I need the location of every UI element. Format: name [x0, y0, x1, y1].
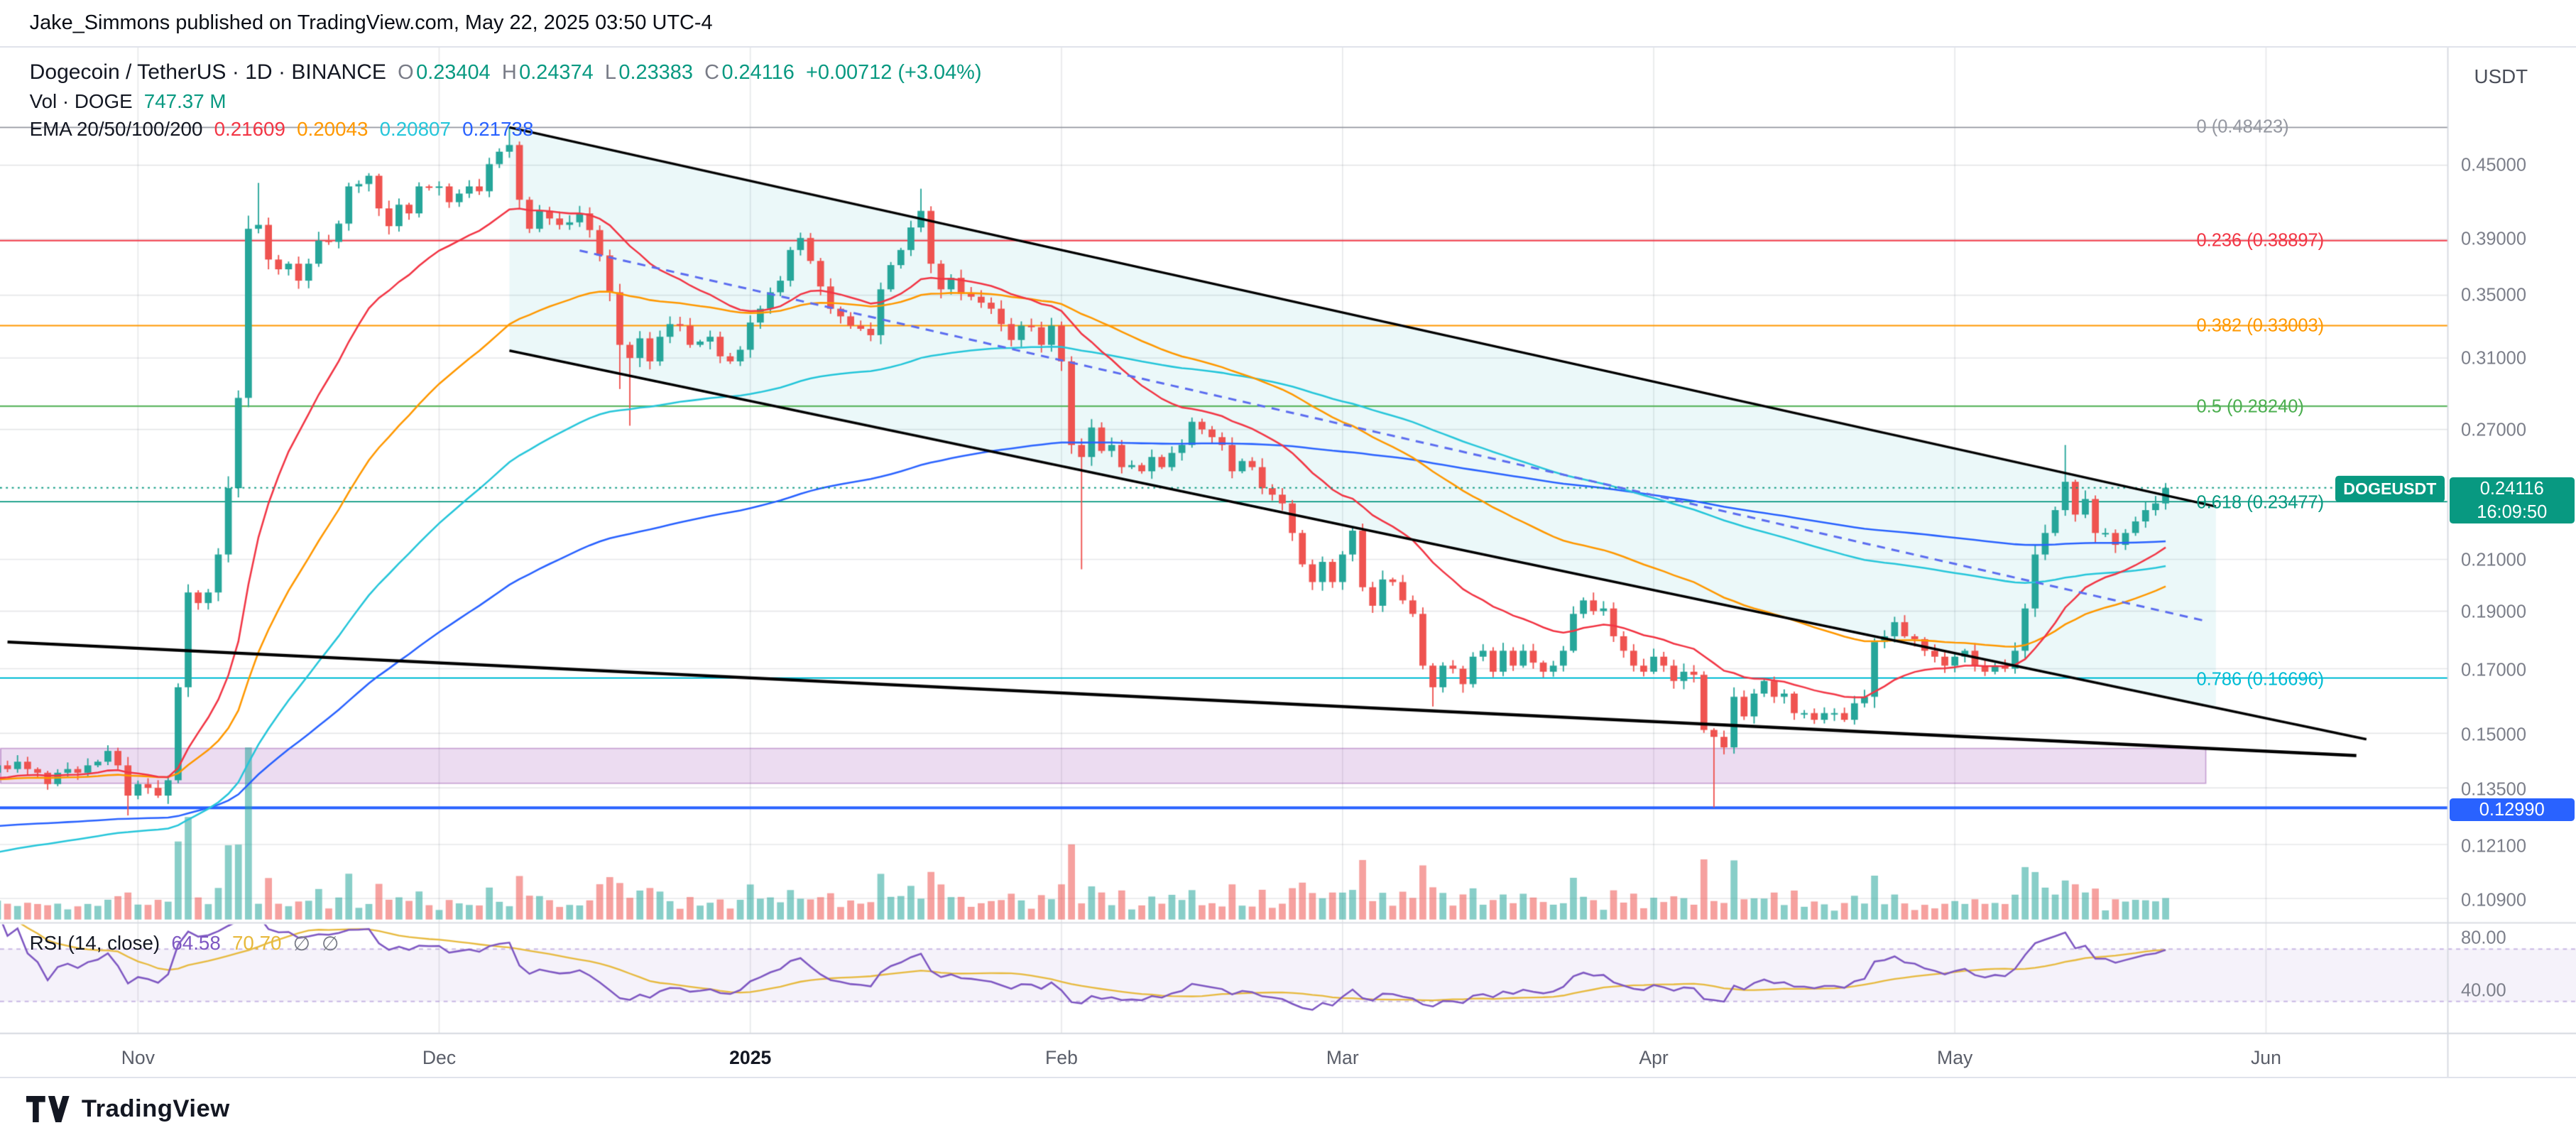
alert-price-badge[interactable]: 0.12990: [2449, 798, 2575, 822]
chart-area: Dogecoin / TetherUS · 1D · BINANCE O 0.23…: [0, 45, 2576, 1078]
brand-wordmark[interactable]: TradingView: [81, 1095, 230, 1122]
alert-price-value: 0.12990: [2479, 799, 2545, 820]
symbol-price-tag: DOGEUSDT: [2335, 476, 2445, 502]
bar-countdown: 16:09:50: [2477, 501, 2548, 522]
current-price-value: 0.24116: [2479, 479, 2544, 499]
chart-canvas[interactable]: [0, 47, 2576, 1077]
footer-bar: TradingView: [0, 1077, 2576, 1140]
symbol-tag-text: DOGEUSDT: [2343, 479, 2437, 498]
tradingview-logo[interactable]: [26, 1095, 70, 1122]
attribution-text: Jake_Simmons published on TradingView.co…: [29, 11, 713, 34]
attribution-bar: Jake_Simmons published on TradingView.co…: [0, 0, 2576, 46]
current-price-badge: 0.24116 16:09:50: [2449, 477, 2575, 523]
